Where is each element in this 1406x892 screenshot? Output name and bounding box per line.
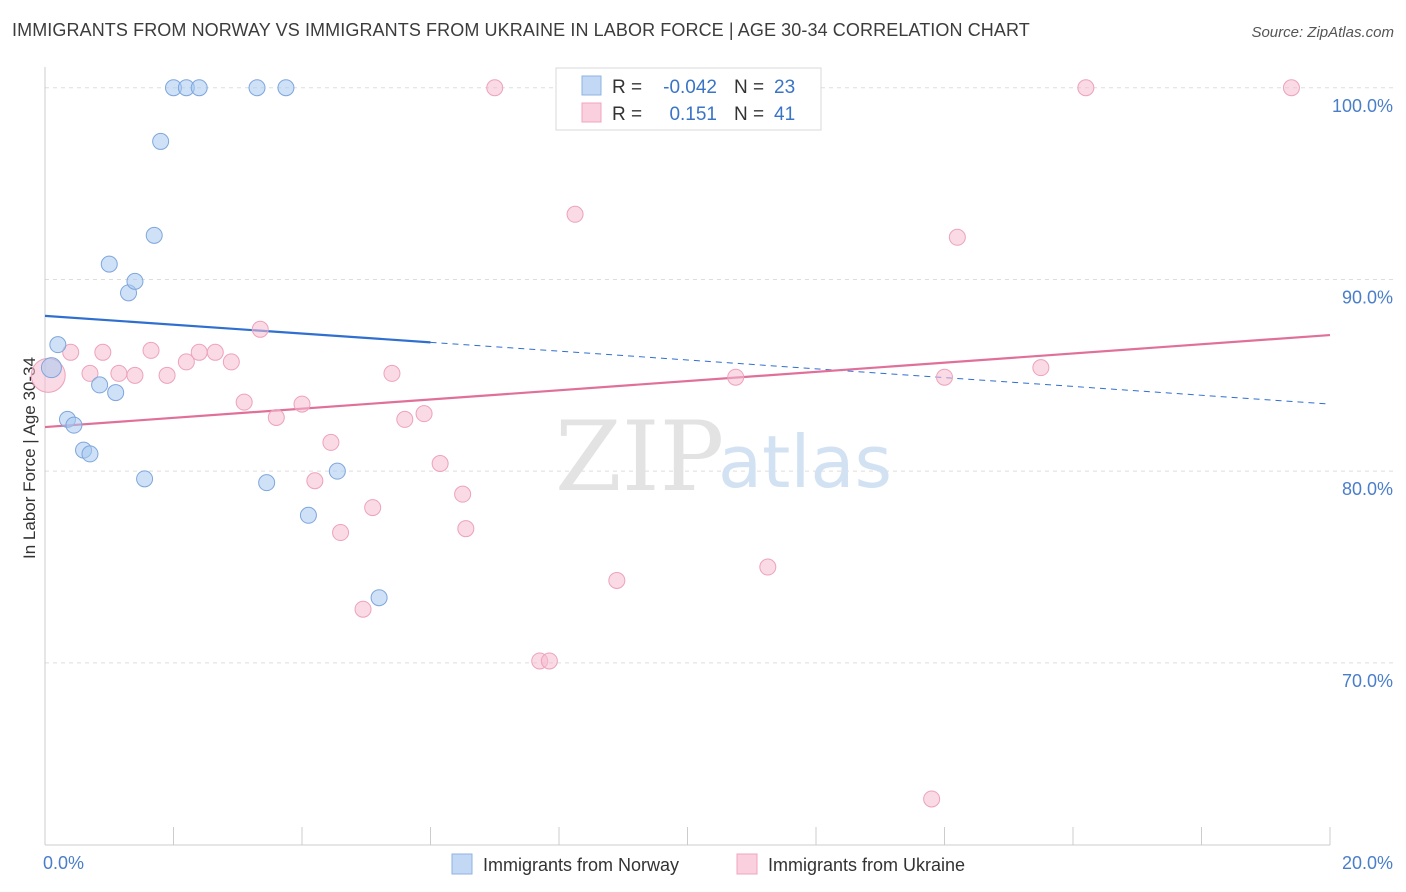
norway-point <box>299 506 317 524</box>
norway-point <box>190 79 208 97</box>
norway-point <box>152 132 170 150</box>
legend-norway-n-value: 23 <box>774 77 795 98</box>
norway-point <box>145 226 163 244</box>
legend-ukraine-n-value: 41 <box>774 104 795 125</box>
legend-swatch-norway <box>581 75 602 96</box>
watermark-atlas: atlas <box>718 420 892 504</box>
axes <box>44 67 1331 846</box>
series-legend: Immigrants from Norway Immigrants from U… <box>451 853 965 875</box>
y-tick-labels: 100.0% 90.0% 80.0% 70.0% <box>1332 96 1393 691</box>
source-label: Source: ZipAtlas.com <box>1251 24 1394 41</box>
ukraine-point <box>306 472 324 490</box>
series-legend-swatch-ukraine <box>736 853 758 875</box>
norway-point <box>136 470 154 488</box>
norway-point <box>107 384 125 402</box>
ukraine-point <box>608 571 626 589</box>
ukraine-point <box>293 395 311 413</box>
norway-trend-line <box>44 314 431 344</box>
legend-ukraine-r-value: 0.151 <box>669 104 717 125</box>
ukraine-point <box>396 410 414 428</box>
ukraine-point <box>158 366 176 384</box>
series-legend-swatch-norway <box>451 853 473 875</box>
correlation-legend: R = -0.042 N = 23 R = 0.151 N = 41 <box>555 67 822 131</box>
ukraine-point <box>364 499 382 517</box>
norway-point <box>81 445 99 463</box>
y-tick-label: 80.0% <box>1342 479 1393 499</box>
legend-norway-r-label: R = <box>612 77 642 98</box>
gridlines <box>45 87 1395 664</box>
ukraine-point <box>251 320 269 338</box>
ukraine-point <box>948 228 966 246</box>
ukraine-point <box>457 520 475 538</box>
ukraine-point <box>81 364 99 382</box>
ukraine-point <box>94 343 112 361</box>
norway-trend-line-extension <box>430 341 1331 405</box>
ukraine-point <box>322 433 340 451</box>
norway-point <box>248 79 266 97</box>
ukraine-point <box>727 368 745 386</box>
x-tick-labels: 0.0% 20.0% <box>43 853 1393 873</box>
ukraine-point <box>190 343 208 361</box>
legend-swatch-ukraine <box>581 102 602 123</box>
norway-point <box>49 336 67 354</box>
chart-title: IMMIGRANTS FROM NORWAY VS IMMIGRANTS FRO… <box>12 20 1030 40</box>
ukraine-point <box>1077 79 1095 97</box>
norway-points <box>40 79 388 607</box>
legend-ukraine-n-label: N = <box>734 104 764 125</box>
ukraine-point <box>62 343 80 361</box>
ukraine-point <box>923 790 941 808</box>
y-tick-label: 70.0% <box>1342 671 1393 691</box>
series-legend-norway: Immigrants from Norway <box>483 855 679 875</box>
ukraine-point <box>354 600 372 618</box>
ukraine-point <box>267 408 285 426</box>
watermark: ZIP atlas <box>555 401 892 513</box>
ukraine-point <box>235 393 253 411</box>
norway-point <box>370 589 388 607</box>
norway-point <box>40 357 62 379</box>
legend-ukraine-r-label: R = <box>612 104 642 125</box>
ukraine-trend-line <box>44 333 1331 429</box>
norway-point <box>258 474 276 492</box>
ukraine-point <box>222 353 240 371</box>
ukraine-point <box>454 485 472 503</box>
ukraine-point <box>206 343 224 361</box>
norway-point <box>65 416 83 434</box>
ukraine-point <box>486 79 504 97</box>
ukraine-point <box>332 524 350 542</box>
legend-norway-r-value: -0.042 <box>663 77 717 98</box>
norway-point <box>277 79 295 97</box>
y-tick-label: 90.0% <box>1342 287 1393 307</box>
norway-point <box>126 272 144 290</box>
legend-norway-n-label: N = <box>734 77 764 98</box>
series-legend-ukraine: Immigrants from Ukraine <box>768 855 965 875</box>
ukraine-point <box>1032 359 1050 377</box>
x-tick-label: 20.0% <box>1342 853 1393 873</box>
norway-point <box>91 376 109 394</box>
trend-lines <box>44 314 1331 429</box>
ukraine-point <box>142 341 160 359</box>
ukraine-point <box>383 364 401 382</box>
ukraine-point <box>177 353 195 371</box>
y-tick-label: 100.0% <box>1332 96 1393 116</box>
ukraine-point <box>759 558 777 576</box>
ukraine-point <box>540 652 558 670</box>
watermark-zip: ZIP <box>555 401 724 513</box>
ukraine-point <box>126 366 144 384</box>
norway-point <box>100 255 118 273</box>
x-tick-label: 0.0% <box>43 853 84 873</box>
ukraine-point <box>110 364 128 382</box>
ukraine-point <box>566 205 584 223</box>
norway-point <box>328 462 346 480</box>
ukraine-point <box>936 368 953 386</box>
ukraine-point <box>431 455 449 473</box>
ukraine-point <box>415 405 433 423</box>
ukraine-point <box>1282 79 1300 97</box>
